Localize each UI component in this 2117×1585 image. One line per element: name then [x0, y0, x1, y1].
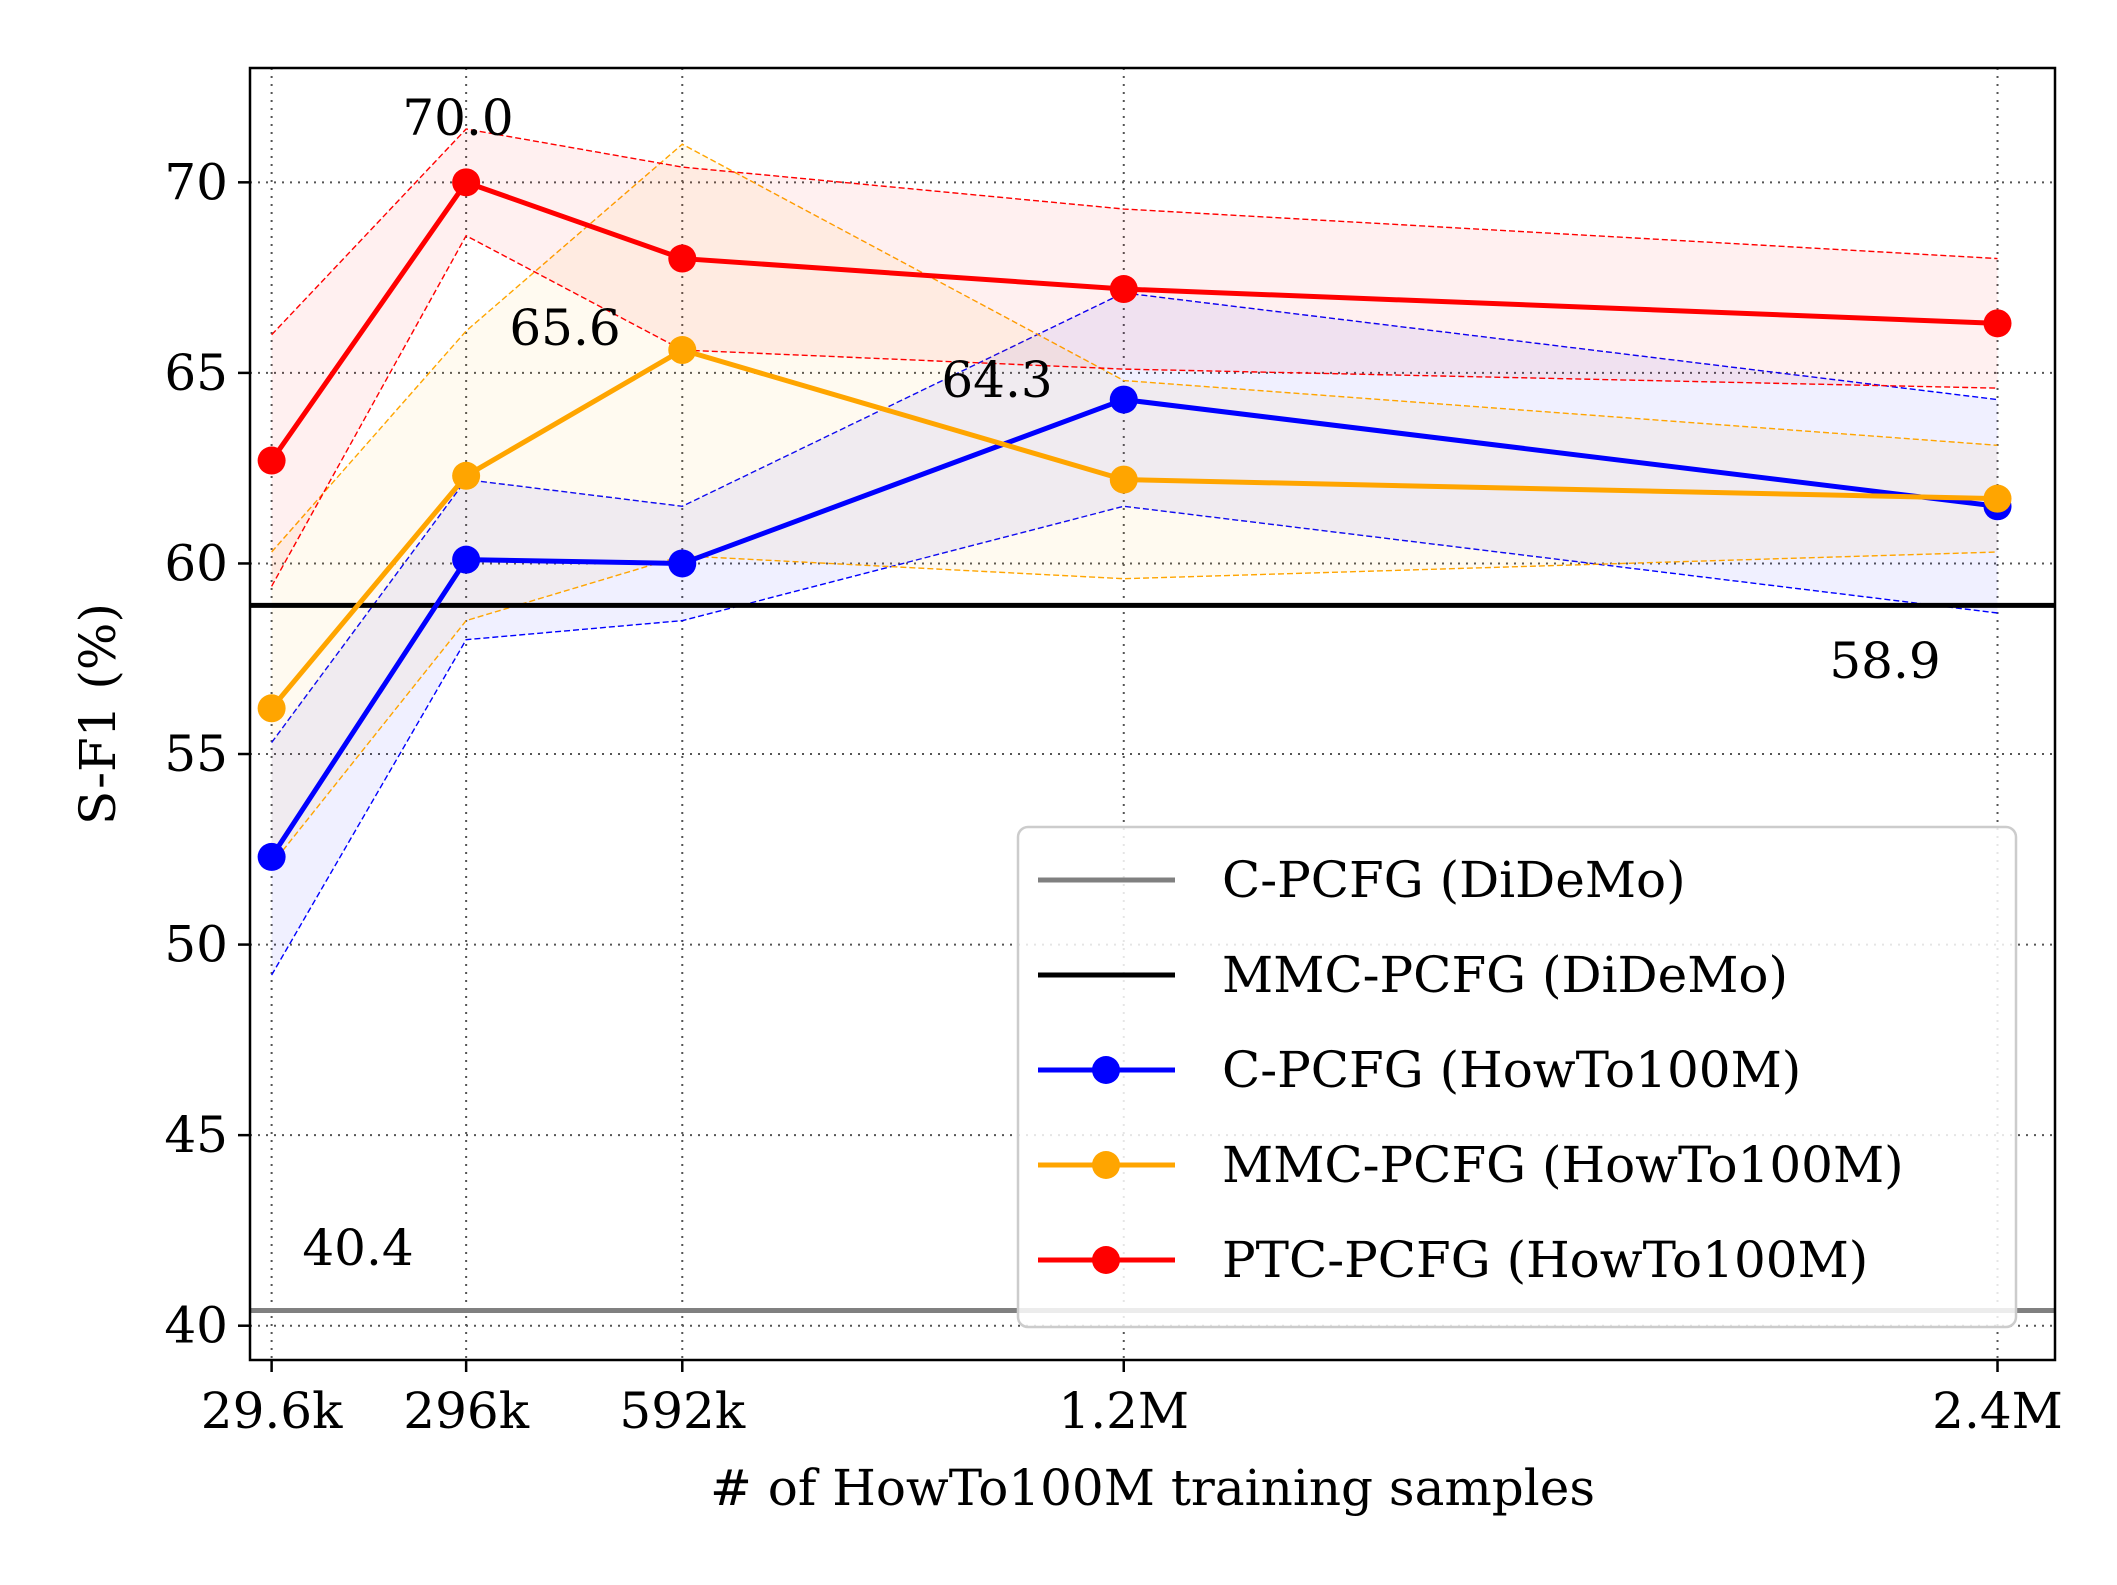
data-point: [1109, 275, 1138, 304]
x-axis-title: # of HowTo100M training samples: [710, 1459, 1595, 1517]
y-tick-label: 45: [164, 1106, 228, 1164]
legend-swatch-marker: [1092, 1056, 1120, 1084]
legend: C-PCFG (DiDeMo) MMC-PCFG (DiDeMo) C-PCFG (…: [1016, 825, 2018, 1329]
legend-label: C-PCFG (HowTo100M): [1222, 1041, 1801, 1099]
data-point: [1983, 309, 2012, 338]
data-point: [257, 446, 286, 475]
band-upper-line: [271, 292, 1998, 744]
y-axis-title: S-F1 (%): [69, 603, 127, 825]
confidence-bands: [271, 128, 1998, 976]
band-upper-line: [271, 128, 1998, 336]
y-tick-label: 65: [164, 344, 228, 402]
legend-box: [1016, 825, 2018, 1329]
legend-label: C-PCFG (DiDeMo): [1222, 851, 1686, 909]
y-tick-label: 55: [164, 725, 228, 783]
band-area: [271, 128, 1998, 587]
peak-value-label: 70.0: [402, 89, 513, 147]
band-lower-line: [271, 505, 1998, 976]
data-point: [257, 842, 286, 871]
y-tick-label: 50: [164, 916, 228, 974]
value-annotations: 70.0 65.6 64.3 58.9 40.4: [302, 89, 1940, 1277]
peak-value-label: 65.6: [509, 299, 620, 357]
data-point: [668, 244, 697, 273]
x-tick-label: 29.6k: [201, 1382, 343, 1440]
data-point: [1109, 385, 1138, 414]
band-lower-line: [271, 234, 1998, 587]
reference-value-label: 40.4: [302, 1219, 413, 1277]
x-tick-label: 1.2M: [1058, 1382, 1189, 1440]
axis-ticks: 29.6k 296k 592k 1.2M 2.4M 40 45 50 55 60 65 70: [164, 153, 2063, 1440]
legend-swatch-marker: [1092, 1246, 1120, 1274]
reference-value-label: 58.9: [1829, 632, 1940, 690]
x-tick-label: 296k: [403, 1382, 529, 1440]
data-point: [257, 694, 286, 723]
legend-label: MMC-PCFG (HowTo100M): [1222, 1136, 1904, 1194]
legend-swatch-marker: [1092, 1151, 1120, 1179]
plot-frame: [248, 66, 2057, 1362]
peak-value-label: 64.3: [941, 351, 1052, 409]
data-point: [452, 168, 481, 197]
band-area: [271, 292, 1998, 976]
y-tick-label: 40: [164, 1297, 228, 1355]
legend-label: PTC-PCFG (HowTo100M): [1222, 1231, 1868, 1289]
data-point: [452, 461, 481, 490]
data-series: [257, 168, 2012, 871]
x-tick-label: 592k: [619, 1382, 745, 1440]
data-point: [1109, 465, 1138, 494]
data-point: [452, 545, 481, 574]
data-point: [1983, 484, 2012, 513]
band-area: [271, 144, 1998, 865]
data-point: [668, 336, 697, 365]
x-tick-label: 2.4M: [1932, 1382, 2063, 1440]
band-upper-line: [271, 143, 1998, 553]
y-tick-label: 60: [164, 534, 228, 592]
y-tick-label: 70: [164, 153, 228, 211]
band-lower-line: [271, 551, 1998, 865]
data-point: [668, 549, 697, 578]
legend-label: MMC-PCFG (DiDeMo): [1222, 946, 1788, 1004]
